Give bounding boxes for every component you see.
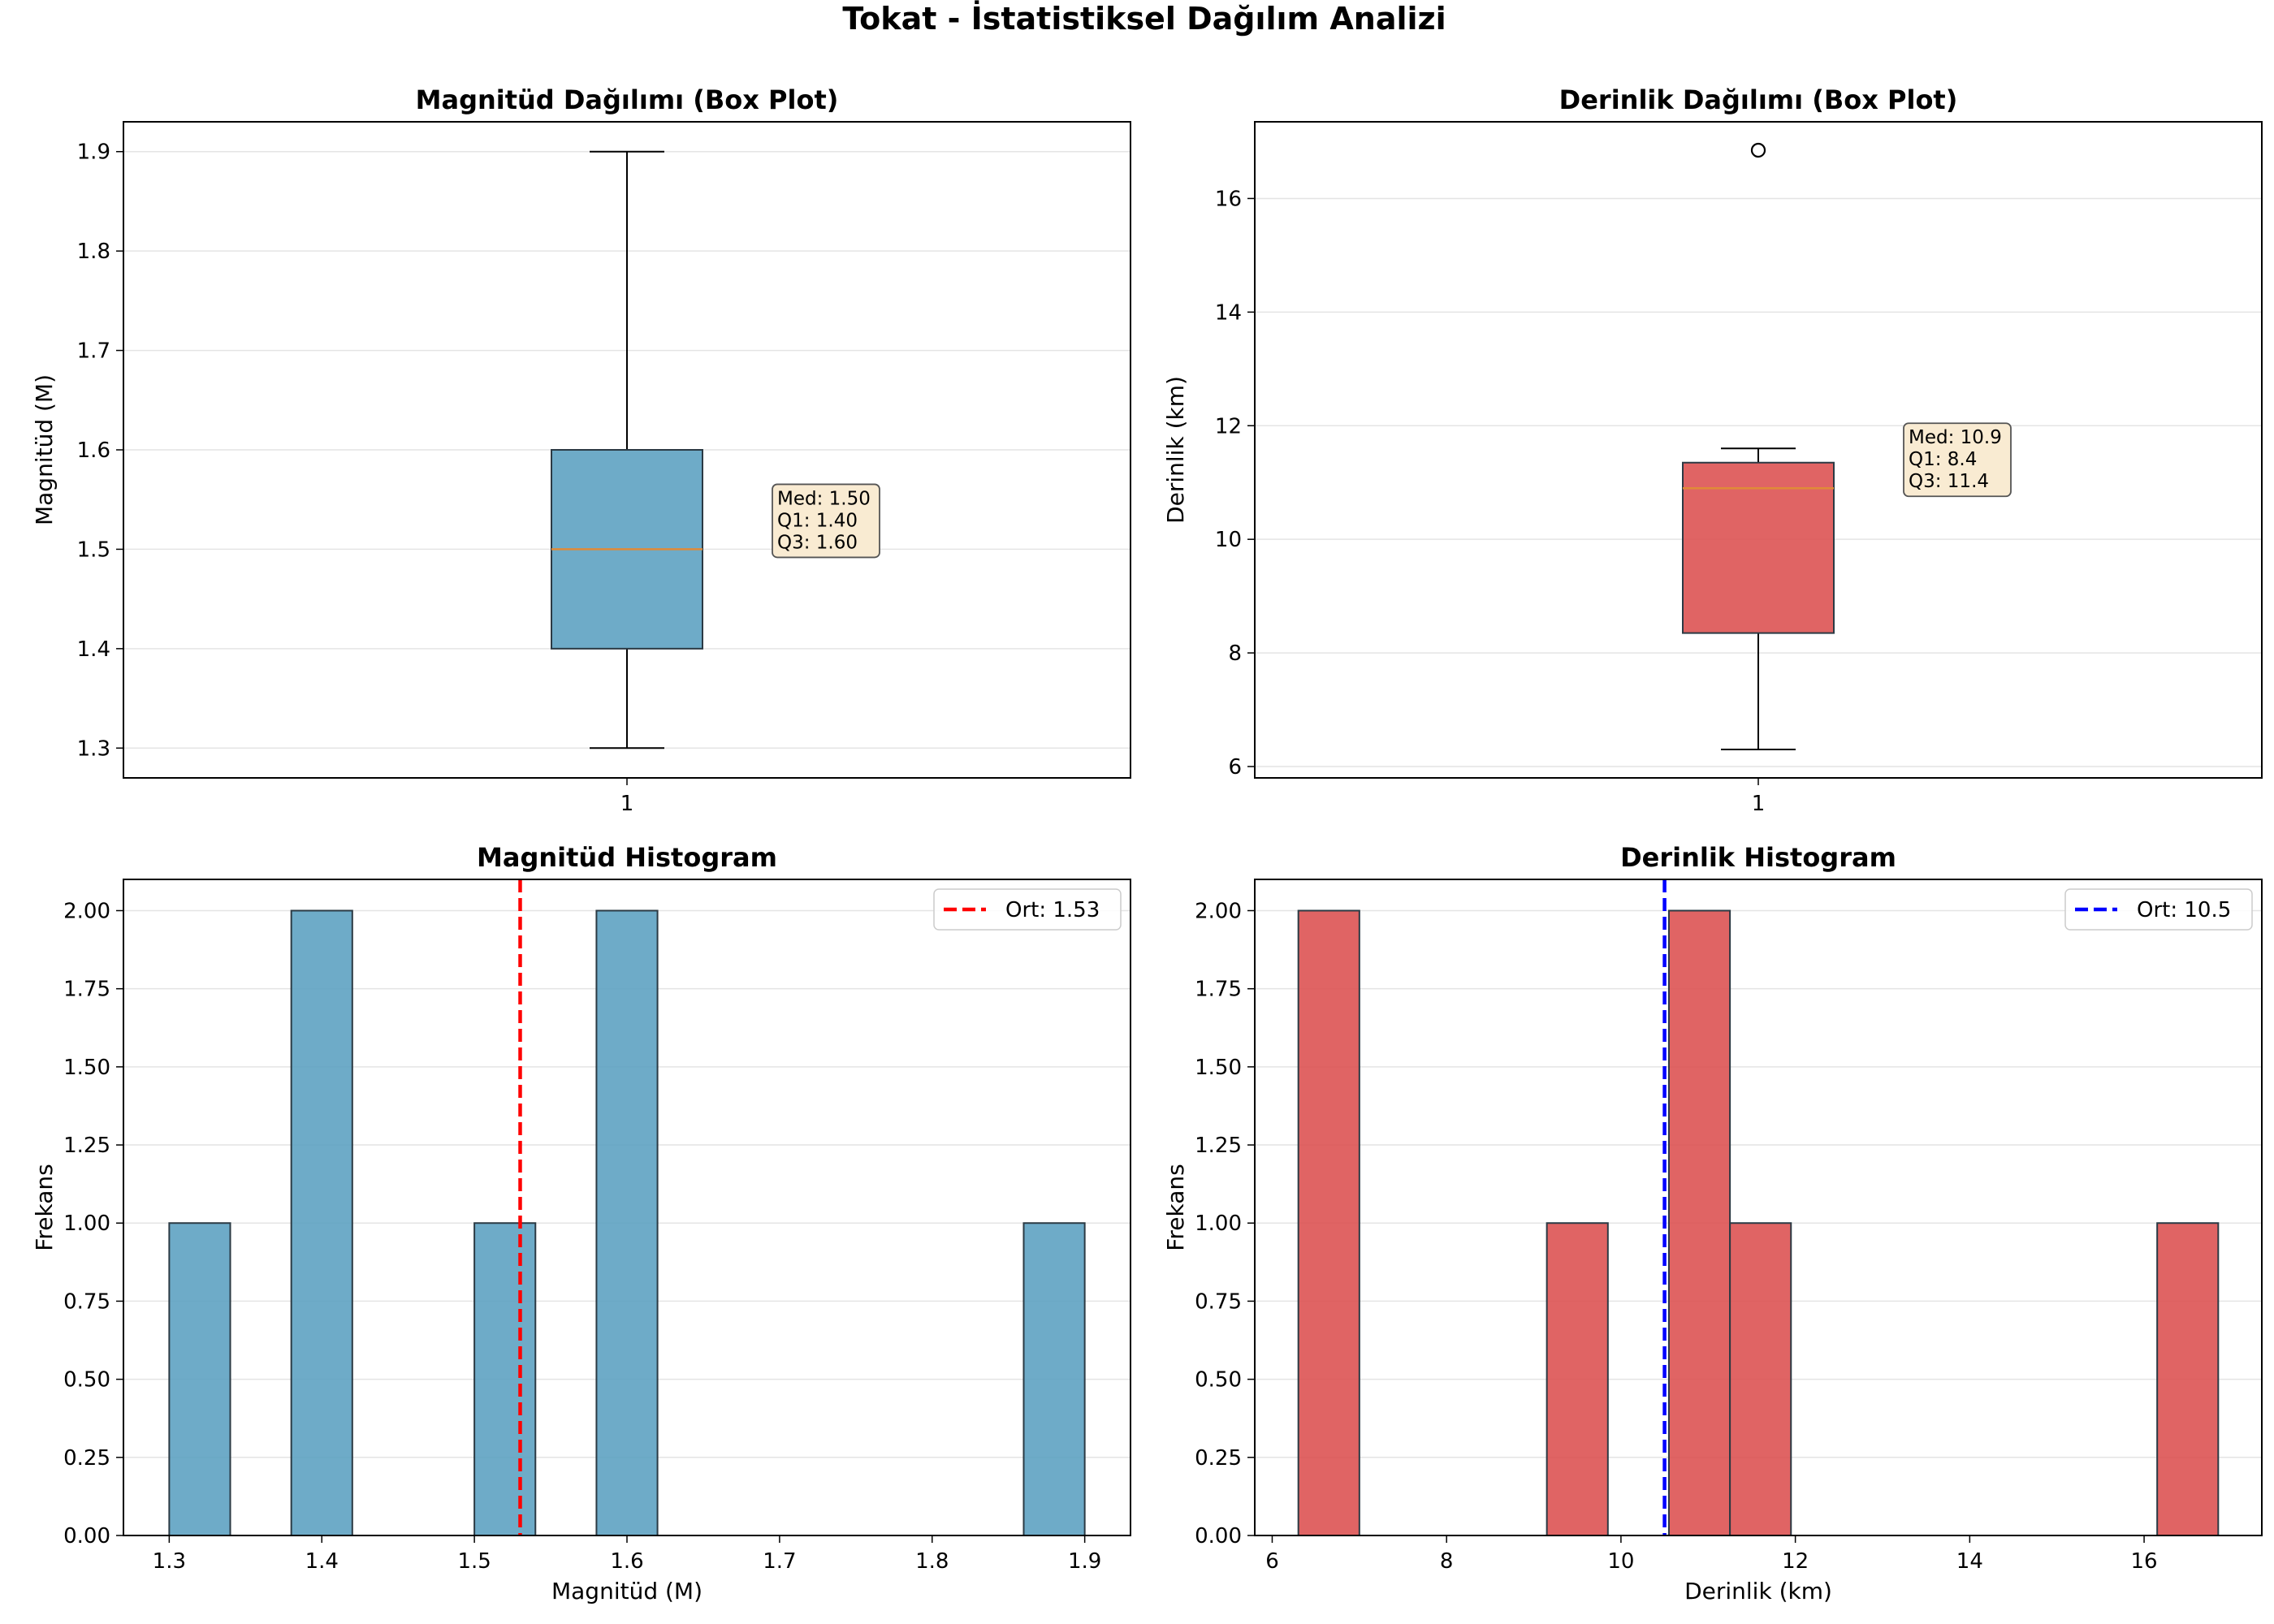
chart-title: Magnitüd Dağılımı (Box Plot) [416, 84, 839, 115]
annotation-line: Q3: 11.4 [1909, 471, 1989, 492]
y-tick-label: 1.8 [77, 240, 110, 264]
stats-annotation: Med: 10.9Q1: 8.4Q3: 11.4 [1903, 422, 2012, 498]
legend-box [2064, 888, 2253, 931]
histogram-bar [1297, 909, 1360, 1536]
y-tick-label: 1.75 [63, 978, 110, 1002]
legend: Ort: 1.53 [933, 888, 1122, 931]
y-tick-label: 2.00 [1195, 899, 1242, 923]
y-tick-label: 0.75 [1195, 1289, 1242, 1314]
y-tick-label: 10 [1215, 528, 1242, 552]
axes-frame [1254, 121, 2263, 779]
histogram-bar [473, 1222, 537, 1536]
y-tick-label: 0.00 [63, 1524, 110, 1548]
y-tick-label: 6 [1228, 755, 1242, 780]
y-tick-label: 2.00 [63, 899, 110, 923]
y-tick-label: 1.9 [77, 140, 110, 165]
histogram-bar [1022, 1222, 1086, 1536]
axes-frame [1254, 879, 2263, 1536]
chart-title: Derinlik Dağılımı (Box Plot) [1559, 84, 1958, 115]
y-tick-label: 8 [1228, 641, 1242, 666]
histogram-bar [168, 1222, 231, 1536]
y-tick-label: 1.3 [77, 736, 110, 761]
y-tick-label: 1.4 [77, 637, 110, 662]
x-tick-label: 1.4 [305, 1549, 339, 1574]
y-tick-label: 0.50 [63, 1368, 110, 1393]
y-axis-label: Derinlik (km) [1162, 376, 1189, 524]
histogram-bar [290, 909, 353, 1536]
y-tick-label: 1.75 [1195, 978, 1242, 1002]
chart-title: Magnitüd Histogram [477, 842, 777, 873]
box-iqr [1682, 461, 1835, 634]
x-tick-label: 6 [1265, 1549, 1279, 1574]
annotation-line: Q1: 1.40 [777, 510, 858, 531]
y-tick-label: 0.50 [1195, 1368, 1242, 1393]
axes-frame [123, 121, 1131, 779]
annotation-line: Q3: 1.60 [777, 532, 858, 553]
y-tick-label: 1.6 [77, 438, 110, 463]
legend: Ort: 10.5 [2064, 888, 2253, 931]
y-axis-label: Frekans [31, 1164, 58, 1250]
chart-panel-3: 0.00 0.25 0.50 0.75 1.00 1.25 1.50 1.75 2.00 1.3 1… [31, 842, 1131, 1605]
x-tick-label: 16 [2131, 1549, 2158, 1574]
x-tick-label: 12 [1782, 1549, 1809, 1574]
y-tick-label: 1.7 [77, 339, 110, 364]
y-tick-label: 0.00 [1195, 1524, 1242, 1548]
x-tick-label: 1 [1752, 792, 1766, 816]
y-tick-label: 1.00 [1195, 1212, 1242, 1236]
y-tick-label: 0.75 [63, 1289, 110, 1314]
x-tick-label: 1 [620, 792, 634, 816]
chart-panel-4: 0.00 0.25 0.50 0.75 1.00 1.25 1.50 1.75 2.00 6 8 10… [1162, 842, 2263, 1605]
y-tick-label: 16 [1215, 187, 1242, 211]
x-tick-label: 8 [1440, 1549, 1454, 1574]
x-tick-label: 14 [1956, 1549, 1983, 1574]
y-tick-label: 1.50 [1195, 1056, 1242, 1080]
legend-label: Ort: 1.53 [1005, 898, 1100, 922]
figure-title: Tokat - İstatistiksel Dağılım Analizi [842, 1, 1446, 37]
chart-panel-2: 6 8 10 12 14 16 1 Med: 10.9Q1: 8.4Q3: 11.4 Derin… [1162, 84, 2263, 816]
x-tick-label: 1.8 [915, 1549, 949, 1574]
y-axis-label: Frekans [1162, 1164, 1189, 1250]
x-axis-label: Derinlik (km) [1684, 1578, 1832, 1605]
legend-box [933, 888, 1122, 931]
x-tick-label: 1.7 [763, 1549, 796, 1574]
annotation-box [772, 483, 880, 559]
y-tick-label: 1.00 [63, 1212, 110, 1236]
annotation-line: Med: 1.50 [777, 488, 871, 509]
annotation-line: Q1: 8.4 [1909, 449, 1977, 470]
axes-frame [123, 879, 1131, 1536]
x-tick-label: 1.9 [1068, 1549, 1101, 1574]
annotation-box [1903, 422, 2012, 498]
x-tick-label: 1.5 [457, 1549, 491, 1574]
y-axis-label: Magnitüd (M) [31, 374, 58, 525]
x-tick-label: 1.3 [153, 1549, 186, 1574]
histogram-bar [1667, 909, 1731, 1536]
histogram-bar [1546, 1222, 1609, 1536]
legend-label: Ort: 10.5 [2137, 898, 2231, 922]
histogram-bar [2156, 1222, 2220, 1536]
y-tick-label: 12 [1215, 414, 1242, 438]
x-tick-label: 1.6 [610, 1549, 643, 1574]
y-tick-label: 0.25 [1195, 1446, 1242, 1471]
y-tick-label: 1.25 [1195, 1134, 1242, 1158]
histogram-bar [1729, 1222, 1792, 1536]
y-tick-label: 14 [1215, 300, 1242, 325]
x-tick-label: 10 [1607, 1549, 1634, 1574]
outlier-point [1750, 142, 1766, 158]
histogram-bar [595, 909, 659, 1536]
y-tick-label: 1.5 [77, 538, 110, 562]
y-tick-label: 1.50 [63, 1056, 110, 1080]
annotation-line: Med: 10.9 [1909, 427, 2002, 448]
x-axis-label: Magnitüd (M) [551, 1578, 703, 1605]
chart-title: Derinlik Histogram [1620, 842, 1896, 873]
y-tick-label: 0.25 [63, 1446, 110, 1471]
y-tick-label: 1.25 [63, 1134, 110, 1158]
